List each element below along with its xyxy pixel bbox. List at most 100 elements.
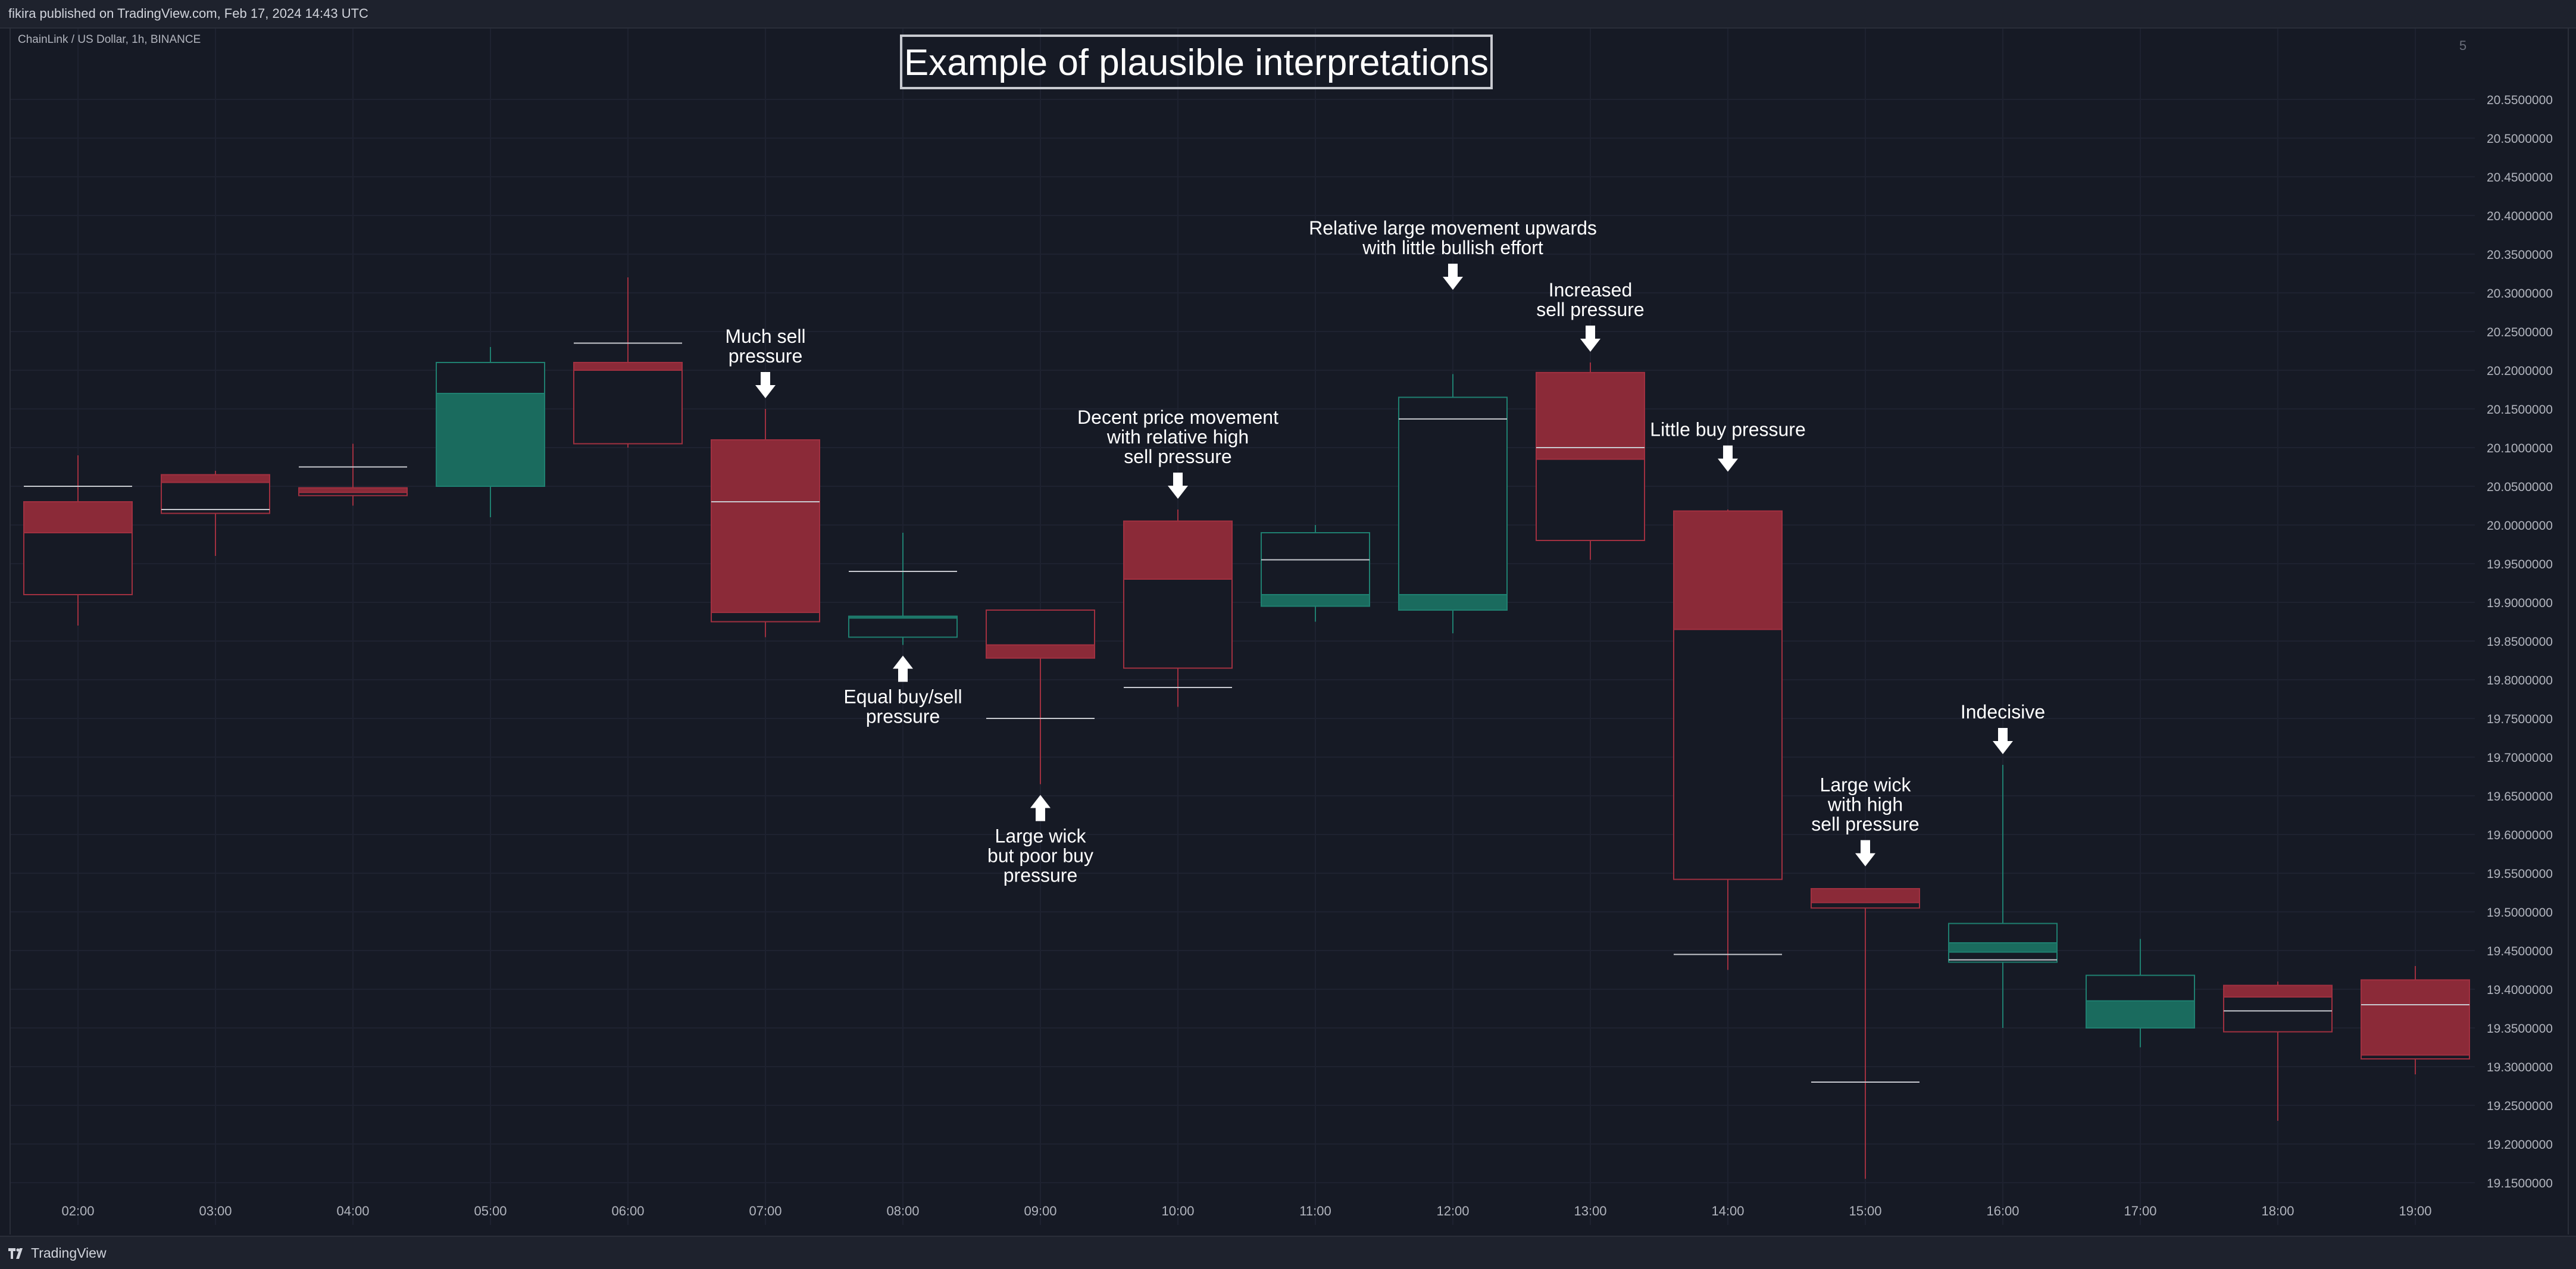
x-tick-label: 10:00 [1161, 1204, 1194, 1218]
candlestick-chart: 20.5500000 20.5000000 20.4500000 20.4000000… [11, 29, 2553, 1225]
annotation-label: sell pressure [1536, 299, 1644, 320]
annotation-label: Equal buy/sell [843, 686, 962, 708]
x-tick-label: 11:00 [1299, 1204, 1331, 1218]
y-tick-label: 19.9000000 [2487, 596, 2553, 610]
chart-area[interactable]: 20.5500000 20.5000000 20.4500000 20.4000000… [10, 29, 2569, 1234]
y-tick-label: 20.3000000 [2487, 287, 2553, 301]
y-tick-label: 20.2000000 [2487, 364, 2553, 378]
candle-range-box [1261, 532, 1370, 607]
y-tick-label: 19.6500000 [2487, 790, 2553, 804]
y-tick-label: 20.3500000 [2487, 248, 2553, 262]
y-tick-label: 19.7500000 [2487, 712, 2553, 726]
x-tick-label: 16:00 [1986, 1204, 2019, 1218]
candle-body[interactable] [2223, 984, 2333, 998]
y-tick-label: 20.5000000 [2487, 132, 2553, 146]
candle-body[interactable] [573, 362, 683, 371]
arrow-down-icon [1993, 728, 2013, 754]
arrow-down-icon [1718, 445, 1738, 472]
arrow-up-icon [893, 655, 913, 682]
candle-body[interactable] [848, 615, 958, 619]
arrow-down-icon [1443, 264, 1463, 290]
y-tick-label: 19.3500000 [2487, 1022, 2553, 1036]
candle-body[interactable] [23, 501, 133, 533]
arrow-down-icon [1168, 473, 1188, 499]
bottom-bar: TradingView [0, 1236, 2576, 1269]
y-tick-label: 19.5500000 [2487, 867, 2553, 881]
published-info: fikira published on TradingView.com, Feb… [8, 6, 368, 21]
y-tick-label: 19.2500000 [2487, 1099, 2553, 1113]
annotation-label: Little buy pressure [1650, 419, 1805, 440]
annotation-label: Indecisive [1961, 701, 2045, 723]
arrow-down-icon [1580, 326, 1600, 352]
candle-body[interactable] [1948, 942, 2058, 953]
x-tick-label: 13:00 [1574, 1204, 1606, 1218]
x-tick-label: 04:00 [336, 1204, 369, 1218]
title-box [900, 35, 1493, 89]
y-tick-label: 20.2500000 [2487, 326, 2553, 339]
y-tick-label: 20.4000000 [2487, 210, 2553, 223]
y-tick-label: 20.0500000 [2487, 480, 2553, 494]
candle-body[interactable] [1811, 888, 1920, 904]
corner-label: 5 [2459, 38, 2466, 53]
y-tick-label: 19.4000000 [2487, 983, 2553, 997]
x-tick-label: 17:00 [2124, 1204, 2156, 1218]
annotation-label: sell pressure [1811, 814, 1919, 835]
x-tick-label: 15:00 [1849, 1204, 1881, 1218]
candle-body[interactable] [1673, 510, 1783, 630]
x-tick-label: 06:00 [611, 1204, 644, 1218]
candle-range-box [573, 362, 683, 445]
annotation-label: Much sell [725, 326, 805, 347]
candle-body[interactable] [298, 487, 408, 493]
y-tick-label: 19.1500000 [2487, 1177, 2553, 1190]
candle-range-box [848, 615, 958, 638]
x-tick-label: 05:00 [474, 1204, 507, 1218]
arrow-up-icon [1030, 795, 1051, 821]
x-tick-label: 19:00 [2399, 1204, 2431, 1218]
y-tick-label: 20.1500000 [2487, 403, 2553, 417]
candle-body[interactable] [986, 644, 1095, 659]
x-tick-label: 02:00 [61, 1204, 94, 1218]
candle-body[interactable] [1536, 371, 1645, 460]
candle-body[interactable] [711, 439, 820, 613]
top-bar: fikira published on TradingView.com, Feb… [0, 0, 2576, 29]
annotation-label: but poor buy [987, 845, 1093, 867]
x-tick-label: 14:00 [1711, 1204, 1744, 1218]
candle-body[interactable] [436, 393, 545, 487]
x-tick-label: 12:00 [1436, 1204, 1469, 1218]
annotation-label: pressure [729, 345, 803, 367]
annotation-label: sell pressure [1124, 446, 1231, 467]
annotation-label: pressure [866, 706, 940, 727]
x-tick-label: 18:00 [2261, 1204, 2294, 1218]
y-tick-label: 19.6000000 [2487, 829, 2553, 842]
annotation-label: with high [1827, 794, 1903, 815]
annotation-label: pressure [1003, 865, 1078, 886]
x-tick-label: 03:00 [199, 1204, 232, 1218]
annotation-label: Large wick [1820, 774, 1912, 796]
y-tick-label: 19.8000000 [2487, 674, 2553, 687]
symbol-label: ChainLink / US Dollar, 1h, BINANCE [18, 33, 201, 46]
x-tick-label: 07:00 [749, 1204, 781, 1218]
candle-range-box [1398, 396, 1508, 611]
candle-body[interactable] [2361, 979, 2470, 1056]
y-tick-label: 20.1000000 [2487, 442, 2553, 455]
annotation-label: Large wick [995, 826, 1087, 847]
y-tick-label: 19.2000000 [2487, 1138, 2553, 1152]
candle-body[interactable] [1398, 594, 1508, 611]
candle-body[interactable] [1123, 520, 1233, 580]
candle-body[interactable] [1261, 594, 1370, 607]
arrow-down-icon [1855, 840, 1875, 867]
y-tick-label: 20.4500000 [2487, 171, 2553, 185]
candle-body[interactable] [2086, 1000, 2195, 1029]
y-tick-label: 19.5000000 [2487, 906, 2553, 920]
annotation-label: Increased [1549, 279, 1633, 301]
y-tick-label: 19.7000000 [2487, 751, 2553, 765]
candle-body[interactable] [161, 474, 270, 483]
x-tick-label: 09:00 [1024, 1204, 1056, 1218]
footer-brand: TradingView [31, 1245, 107, 1261]
tradingview-logo[interactable]: TradingView [8, 1245, 107, 1261]
y-tick-label: 20.5500000 [2487, 93, 2553, 107]
annotation-label: with little bullish effort [1362, 237, 1543, 258]
y-tick-label: 19.9500000 [2487, 558, 2553, 571]
y-tick-label: 19.3000000 [2487, 1061, 2553, 1074]
tradingview-logo-icon [8, 1248, 23, 1259]
